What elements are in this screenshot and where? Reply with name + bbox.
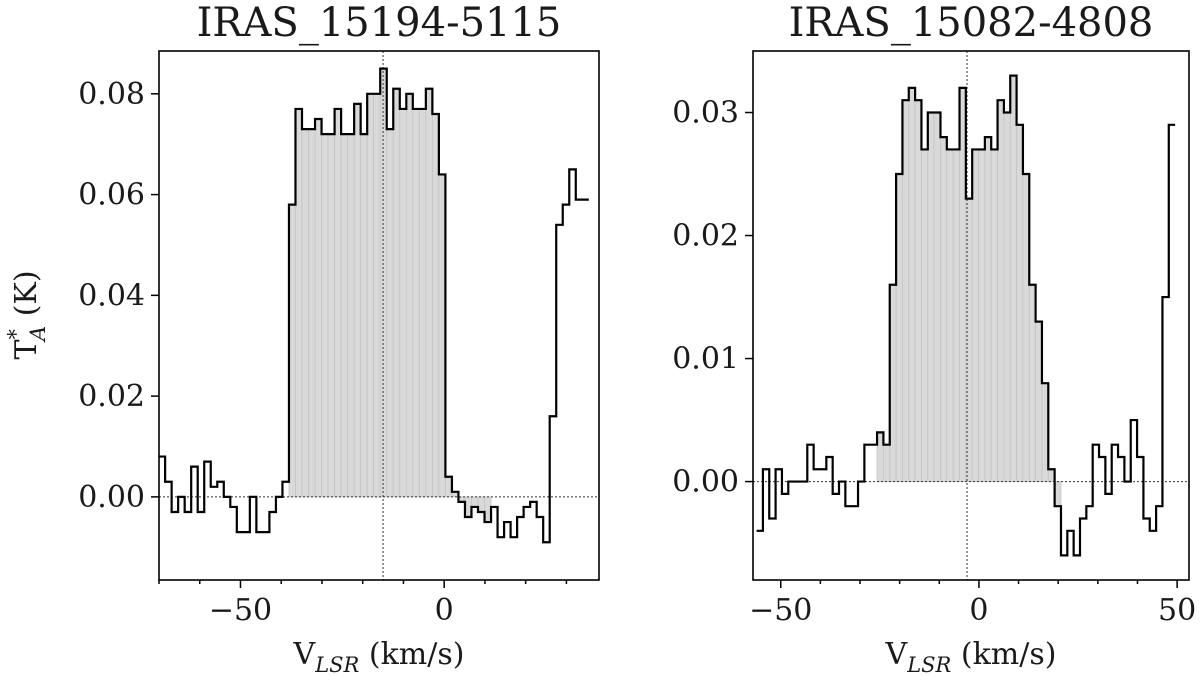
spectrum-fill-bar [347,133,355,498]
spectrum-fill-bar [927,112,935,482]
spectrum-fill-bar [353,103,362,498]
spectrum-line [158,67,589,544]
x-tick-label: 50 [1158,593,1196,628]
spectrum-fill-bar [471,496,479,508]
x-axis-label: VLSR (km/s) [885,637,1057,677]
y-tick-label: 0.00 [78,480,145,515]
spectrum-fill-bar [425,88,433,498]
y-axis-label: T*A (K) [4,270,50,359]
fill-layer [876,75,1062,507]
chart-title: IRAS_15194-5115 [197,0,562,46]
spectrum-fill-bar [914,99,922,482]
spectrum-fill-bar [334,108,342,498]
spectrum-fill-bar [392,88,401,498]
x-tick-label: −50 [209,593,272,628]
spectrum-fill-bar [1009,75,1017,482]
spectrum-fill-bar [990,149,998,482]
spectrum-fill-bar [978,149,986,482]
spectrum-fill-bar [366,93,375,498]
x-axis-ticks: −50 0 50 [749,580,1196,628]
spectrum-fill-bar [940,136,948,482]
x-tick-label: −50 [749,593,812,628]
fill-layer [288,68,492,523]
spectrum-fill-bar [327,133,335,498]
spectrum-fill-bar [1016,124,1024,482]
spectrum-fill-bar [314,118,322,498]
spectrum-fill-bar [997,99,1005,482]
plot-frame [158,50,600,581]
x-axis-ticks: −50 0 [158,580,568,628]
spectrum-fill-bar [386,128,394,498]
spectrum-fill-bar [308,128,316,498]
spectrum-fill-bar [1003,112,1011,482]
spectrum-fill-bar [418,108,427,498]
y-tick-label: 0.02 [672,219,739,254]
y-axis-ticks: 0.00 0.02 0.04 0.06 0.08 [78,77,159,515]
y-tick-label: 0.04 [78,278,145,313]
spectrum-fill-bar [360,133,368,498]
y-axis-ticks: 0.00 0.01 0.02 0.03 [672,96,753,500]
spectrum-fill-bar [933,112,941,482]
chart-panel-iras-15082-4808: IRAS_15082-4808 −50 0 50 0.000.010.020.03 … [672,0,1196,677]
y-tick-label: 0.02 [78,379,145,414]
spectrum-fill-bar [984,136,992,482]
chart-panel-iras-15194-5115: IRAS_15194-5115 −50 0 0.000.020.040.060.0… [4,0,600,677]
spectrum-fill-bar [908,87,916,482]
spectrum-fill-bar [883,444,891,482]
x-axis-label: VLSR (km/s) [293,637,465,677]
spectrum-fill-bar [405,93,414,498]
y-tick-label: 0.06 [78,178,145,213]
spectrum-fill-bar [921,149,929,482]
spectrum-fill-bar [321,133,329,498]
y-tick-label: 0.00 [672,465,739,500]
y-tick-label: 0.01 [672,342,739,377]
x-tick-label: 0 [969,593,988,628]
spectrum-fill-bar [412,108,420,498]
spectrum-fill-bar [301,128,309,498]
spectrum-line [756,74,1176,557]
y-tick-label: 0.03 [672,96,739,131]
spectrum-fill-bar [946,149,954,482]
plot-frame [752,50,1190,581]
x-tick-label: 0 [435,593,454,628]
spectrum-fill-bar [373,93,381,498]
chart-title: IRAS_15082-4808 [789,0,1154,46]
spectrum-fill-bar [952,149,960,482]
spectrum-fill-bar [340,133,349,498]
y-tick-label: 0.08 [78,77,145,112]
spectrum-fill-bar [399,108,407,498]
